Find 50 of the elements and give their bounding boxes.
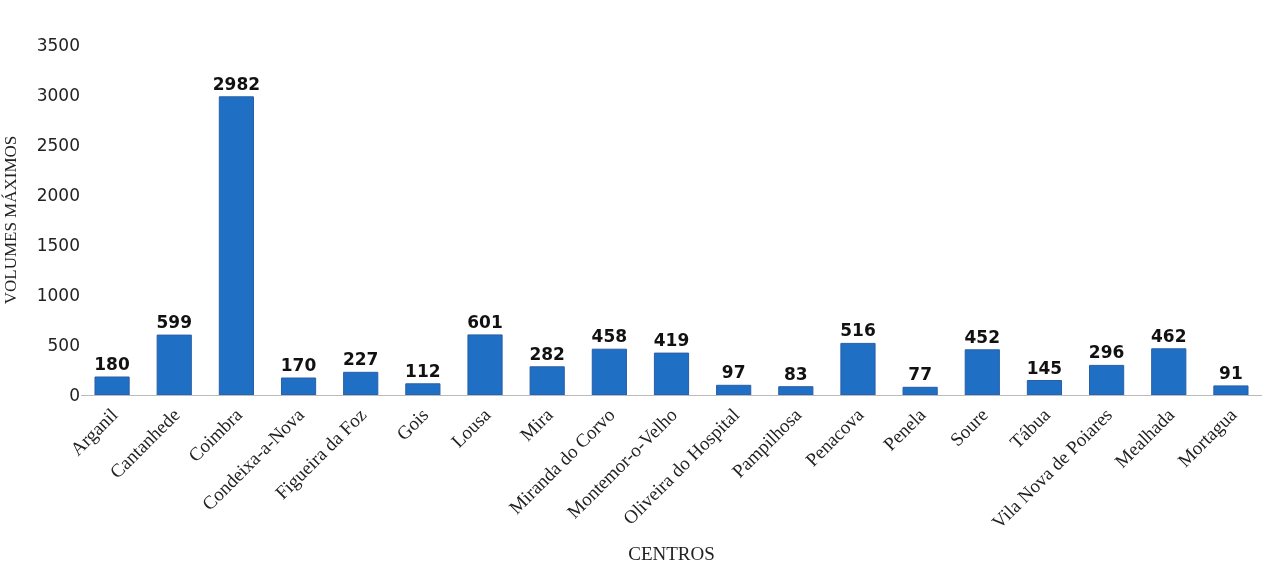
data-label: 458: [591, 326, 628, 347]
data-label: 516: [840, 320, 876, 341]
bar: [1151, 348, 1187, 395]
bar: [1213, 385, 1249, 395]
bar: [467, 334, 503, 395]
bar: [156, 334, 192, 395]
data-label: 145: [1026, 357, 1063, 378]
y-tick-label: 0: [69, 384, 80, 405]
bar: [343, 371, 379, 395]
bar: [902, 386, 938, 395]
bar: [529, 366, 565, 395]
data-label: 91: [1219, 362, 1243, 383]
y-tick-label: 500: [47, 334, 80, 355]
bar: [653, 352, 690, 395]
data-label: 419: [653, 330, 690, 351]
data-label: 112: [405, 360, 441, 381]
x-axis-title: CENTROS: [628, 543, 715, 565]
data-label: 282: [529, 343, 565, 364]
data-label: 296: [1088, 342, 1125, 363]
bar: [218, 96, 254, 395]
data-label: 452: [964, 326, 1001, 347]
bar: [1089, 364, 1125, 395]
bar: [778, 386, 814, 395]
bar: [1026, 380, 1063, 395]
y-tick-label: 3000: [36, 84, 80, 105]
y-axis-title: VOLUMES MÁXIMOS: [1, 135, 21, 305]
data-label: 599: [156, 312, 192, 333]
data-label: 83: [783, 363, 808, 384]
data-label: 462: [1151, 325, 1187, 346]
bar: [94, 376, 130, 395]
y-tick-label: 1500: [36, 234, 80, 255]
bar: [964, 349, 1000, 395]
y-tick-label: 3500: [36, 34, 80, 55]
data-label: 180: [94, 354, 130, 374]
data-label: 170: [280, 355, 317, 375]
data-label: 2982: [212, 73, 261, 94]
data-label: 97: [721, 362, 746, 383]
y-tick-label: 1000: [36, 284, 80, 305]
y-tick-label: 2500: [36, 134, 80, 155]
y-tick-label: 2000: [36, 184, 80, 205]
bar: [591, 348, 627, 395]
x-tick-label: Gois: [392, 404, 433, 445]
data-label: 77: [908, 364, 932, 385]
bar: [405, 383, 441, 395]
bar: [280, 377, 317, 395]
data-label: 227: [342, 349, 379, 370]
bar: [716, 384, 752, 395]
data-label: 601: [467, 311, 503, 332]
bar: [840, 342, 876, 395]
x-tick-label: Mira: [515, 403, 558, 445]
